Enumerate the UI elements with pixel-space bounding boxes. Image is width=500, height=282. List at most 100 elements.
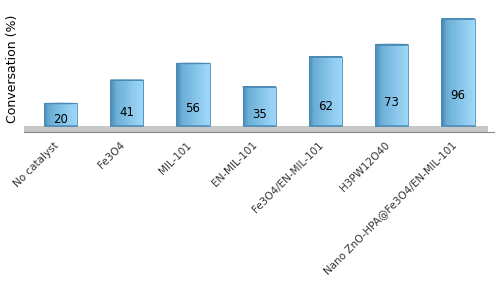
Bar [470,19,472,126]
Bar [44,103,46,126]
Bar [322,57,324,126]
Bar [116,80,117,126]
Bar [246,87,248,126]
Bar [445,19,446,126]
Y-axis label: Conversation (%): Conversation (%) [6,15,18,123]
Bar [131,80,132,126]
Bar [467,19,468,126]
Bar [132,80,134,126]
Bar [265,87,266,126]
Bar [380,45,382,126]
Bar [378,45,380,126]
Bar [136,80,137,126]
Bar [258,87,260,126]
Bar [134,80,136,126]
Bar [139,80,140,126]
Bar [120,80,122,126]
Bar [319,57,320,126]
Bar [64,103,65,126]
Bar [208,63,210,126]
Bar [320,57,322,126]
Bar [334,57,336,126]
Bar [262,87,264,126]
Bar [385,45,386,126]
Bar [68,103,70,126]
Bar [76,103,78,126]
Bar [326,57,327,126]
Bar [200,63,201,126]
Ellipse shape [309,56,342,57]
Text: 62: 62 [318,100,333,113]
Bar [384,45,386,126]
Bar [402,45,403,126]
Bar [118,80,119,126]
Bar [190,63,191,126]
Bar [316,57,317,126]
Bar [260,87,262,126]
Bar [272,87,274,126]
Bar [459,19,460,126]
Bar [375,45,376,126]
Bar [450,19,452,126]
Bar [137,80,138,126]
Bar [198,63,200,126]
Bar [447,19,448,126]
Bar [464,19,465,126]
Bar [53,103,54,126]
Bar [266,87,267,126]
Bar [380,45,381,126]
Bar [75,103,76,126]
Bar [67,103,68,126]
Bar [24,126,488,133]
Bar [403,45,404,126]
Ellipse shape [44,125,77,126]
Bar [398,45,400,126]
Bar [178,63,179,126]
Bar [127,80,128,126]
Text: 35: 35 [252,108,266,121]
Bar [44,103,77,126]
Bar [183,63,184,126]
Bar [188,63,189,126]
Bar [312,57,314,126]
Text: 73: 73 [384,96,399,109]
Bar [442,19,444,126]
Bar [404,45,405,126]
Bar [245,87,246,126]
Bar [252,87,254,126]
Bar [176,63,210,126]
Bar [74,103,75,126]
Bar [328,57,329,126]
Bar [339,57,340,126]
Bar [178,63,180,126]
Bar [456,19,457,126]
Bar [206,63,208,126]
Bar [314,57,316,126]
Bar [452,19,454,126]
Bar [407,45,408,126]
Bar [405,45,406,126]
Bar [340,57,341,126]
Ellipse shape [375,125,408,126]
Bar [400,45,402,126]
Bar [114,80,116,126]
Text: 96: 96 [450,89,466,102]
Bar [458,19,459,126]
Bar [321,57,322,126]
Bar [203,63,204,126]
Bar [395,45,396,126]
Bar [122,80,124,126]
Bar [324,57,326,126]
Bar [181,63,182,126]
Bar [204,63,206,126]
Bar [330,57,331,126]
Bar [126,80,127,126]
Bar [254,87,255,126]
Bar [270,87,272,126]
Bar [469,19,470,126]
Bar [446,19,447,126]
Text: 56: 56 [186,102,200,115]
Bar [268,87,270,126]
Bar [72,103,73,126]
Ellipse shape [176,125,210,126]
